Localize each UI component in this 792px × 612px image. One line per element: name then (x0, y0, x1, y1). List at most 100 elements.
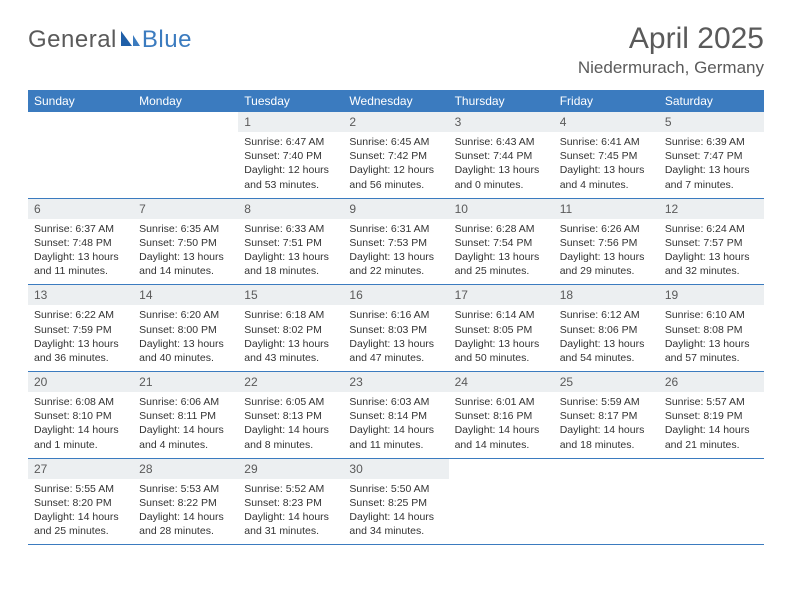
week-row: 1Sunrise: 6:47 AMSunset: 7:40 PMDaylight… (28, 112, 764, 199)
day-cell: 8Sunrise: 6:33 AMSunset: 7:51 PMDaylight… (238, 199, 343, 285)
sunrise-text: Sunrise: 6:33 AM (244, 222, 337, 236)
daylight-text: Daylight: 12 hours and 56 minutes. (349, 163, 442, 191)
day-cell: 9Sunrise: 6:31 AMSunset: 7:53 PMDaylight… (343, 199, 448, 285)
day-cell: 10Sunrise: 6:28 AMSunset: 7:54 PMDayligh… (449, 199, 554, 285)
sunset-text: Sunset: 8:19 PM (665, 409, 758, 423)
sunrise-text: Sunrise: 6:08 AM (34, 395, 127, 409)
sunrise-text: Sunrise: 6:03 AM (349, 395, 442, 409)
sunset-text: Sunset: 8:06 PM (560, 323, 653, 337)
sunrise-text: Sunrise: 5:53 AM (139, 482, 232, 496)
daylight-text: Daylight: 14 hours and 25 minutes. (34, 510, 127, 538)
day-content: Sunrise: 6:33 AMSunset: 7:51 PMDaylight:… (238, 219, 343, 285)
daylight-text: Daylight: 14 hours and 11 minutes. (349, 423, 442, 451)
day-number: 11 (554, 199, 659, 219)
day-number: 13 (28, 285, 133, 305)
sunrise-text: Sunrise: 6:28 AM (455, 222, 548, 236)
day-content: Sunrise: 6:14 AMSunset: 8:05 PMDaylight:… (449, 305, 554, 371)
day-cell: 14Sunrise: 6:20 AMSunset: 8:00 PMDayligh… (133, 285, 238, 371)
sunrise-text: Sunrise: 6:45 AM (349, 135, 442, 149)
daylight-text: Daylight: 14 hours and 31 minutes. (244, 510, 337, 538)
sunrise-text: Sunrise: 5:57 AM (665, 395, 758, 409)
sunset-text: Sunset: 8:25 PM (349, 496, 442, 510)
sunrise-text: Sunrise: 6:14 AM (455, 308, 548, 322)
daylight-text: Daylight: 13 hours and 57 minutes. (665, 337, 758, 365)
daylight-text: Daylight: 14 hours and 1 minute. (34, 423, 127, 451)
day-cell (554, 459, 659, 545)
weeks-container: 1Sunrise: 6:47 AMSunset: 7:40 PMDaylight… (28, 112, 764, 545)
daylight-text: Daylight: 13 hours and 18 minutes. (244, 250, 337, 278)
day-cell: 2Sunrise: 6:45 AMSunset: 7:42 PMDaylight… (343, 112, 448, 198)
day-number: 6 (28, 199, 133, 219)
day-cell: 11Sunrise: 6:26 AMSunset: 7:56 PMDayligh… (554, 199, 659, 285)
day-content: Sunrise: 5:52 AMSunset: 8:23 PMDaylight:… (238, 479, 343, 545)
day-content: Sunrise: 6:10 AMSunset: 8:08 PMDaylight:… (659, 305, 764, 371)
day-number: 7 (133, 199, 238, 219)
weekday-thu: Thursday (449, 90, 554, 112)
day-content: Sunrise: 6:06 AMSunset: 8:11 PMDaylight:… (133, 392, 238, 458)
sunrise-text: Sunrise: 6:43 AM (455, 135, 548, 149)
daylight-text: Daylight: 13 hours and 36 minutes. (34, 337, 127, 365)
sunrise-text: Sunrise: 6:06 AM (139, 395, 232, 409)
daylight-text: Daylight: 13 hours and 54 minutes. (560, 337, 653, 365)
sunrise-text: Sunrise: 6:22 AM (34, 308, 127, 322)
logo-text-1: General (28, 26, 117, 54)
weekday-tue: Tuesday (238, 90, 343, 112)
day-content: Sunrise: 6:41 AMSunset: 7:45 PMDaylight:… (554, 132, 659, 198)
day-cell: 21Sunrise: 6:06 AMSunset: 8:11 PMDayligh… (133, 372, 238, 458)
day-number: 28 (133, 459, 238, 479)
day-content: Sunrise: 5:59 AMSunset: 8:17 PMDaylight:… (554, 392, 659, 458)
day-cell: 7Sunrise: 6:35 AMSunset: 7:50 PMDaylight… (133, 199, 238, 285)
day-content: Sunrise: 6:05 AMSunset: 8:13 PMDaylight:… (238, 392, 343, 458)
sunset-text: Sunset: 8:22 PM (139, 496, 232, 510)
day-cell: 1Sunrise: 6:47 AMSunset: 7:40 PMDaylight… (238, 112, 343, 198)
sunrise-text: Sunrise: 6:12 AM (560, 308, 653, 322)
weekday-fri: Friday (554, 90, 659, 112)
day-number: 8 (238, 199, 343, 219)
sunrise-text: Sunrise: 5:59 AM (560, 395, 653, 409)
day-content: Sunrise: 6:28 AMSunset: 7:54 PMDaylight:… (449, 219, 554, 285)
sunset-text: Sunset: 7:47 PM (665, 149, 758, 163)
sunset-text: Sunset: 8:02 PM (244, 323, 337, 337)
daylight-text: Daylight: 13 hours and 11 minutes. (34, 250, 127, 278)
sunrise-text: Sunrise: 6:01 AM (455, 395, 548, 409)
day-content: Sunrise: 6:47 AMSunset: 7:40 PMDaylight:… (238, 132, 343, 198)
sunrise-text: Sunrise: 6:05 AM (244, 395, 337, 409)
sunset-text: Sunset: 7:42 PM (349, 149, 442, 163)
day-number: 22 (238, 372, 343, 392)
title-block: April 2025 Niedermurach, Germany (578, 22, 764, 78)
sunset-text: Sunset: 8:03 PM (349, 323, 442, 337)
day-content: Sunrise: 6:20 AMSunset: 8:00 PMDaylight:… (133, 305, 238, 371)
day-cell: 23Sunrise: 6:03 AMSunset: 8:14 PMDayligh… (343, 372, 448, 458)
sunset-text: Sunset: 8:10 PM (34, 409, 127, 423)
day-cell: 6Sunrise: 6:37 AMSunset: 7:48 PMDaylight… (28, 199, 133, 285)
weekday-wed: Wednesday (343, 90, 448, 112)
day-cell (28, 112, 133, 198)
sunset-text: Sunset: 7:56 PM (560, 236, 653, 250)
weekday-sun: Sunday (28, 90, 133, 112)
day-number: 5 (659, 112, 764, 132)
daylight-text: Daylight: 13 hours and 47 minutes. (349, 337, 442, 365)
sunrise-text: Sunrise: 5:50 AM (349, 482, 442, 496)
day-content: Sunrise: 6:37 AMSunset: 7:48 PMDaylight:… (28, 219, 133, 285)
daylight-text: Daylight: 13 hours and 4 minutes. (560, 163, 653, 191)
sunset-text: Sunset: 7:53 PM (349, 236, 442, 250)
day-content: Sunrise: 5:55 AMSunset: 8:20 PMDaylight:… (28, 479, 133, 545)
day-cell: 26Sunrise: 5:57 AMSunset: 8:19 PMDayligh… (659, 372, 764, 458)
daylight-text: Daylight: 14 hours and 4 minutes. (139, 423, 232, 451)
sunrise-text: Sunrise: 6:41 AM (560, 135, 653, 149)
day-number: 27 (28, 459, 133, 479)
sunset-text: Sunset: 7:50 PM (139, 236, 232, 250)
daylight-text: Daylight: 14 hours and 34 minutes. (349, 510, 442, 538)
day-number: 17 (449, 285, 554, 305)
sunrise-text: Sunrise: 6:20 AM (139, 308, 232, 322)
day-content: Sunrise: 5:53 AMSunset: 8:22 PMDaylight:… (133, 479, 238, 545)
day-number: 24 (449, 372, 554, 392)
day-cell: 4Sunrise: 6:41 AMSunset: 7:45 PMDaylight… (554, 112, 659, 198)
header: General Blue April 2025 Niedermurach, Ge… (28, 22, 764, 78)
day-content: Sunrise: 6:01 AMSunset: 8:16 PMDaylight:… (449, 392, 554, 458)
day-number: 25 (554, 372, 659, 392)
day-number: 20 (28, 372, 133, 392)
day-number: 12 (659, 199, 764, 219)
sunset-text: Sunset: 7:57 PM (665, 236, 758, 250)
sunrise-text: Sunrise: 5:52 AM (244, 482, 337, 496)
